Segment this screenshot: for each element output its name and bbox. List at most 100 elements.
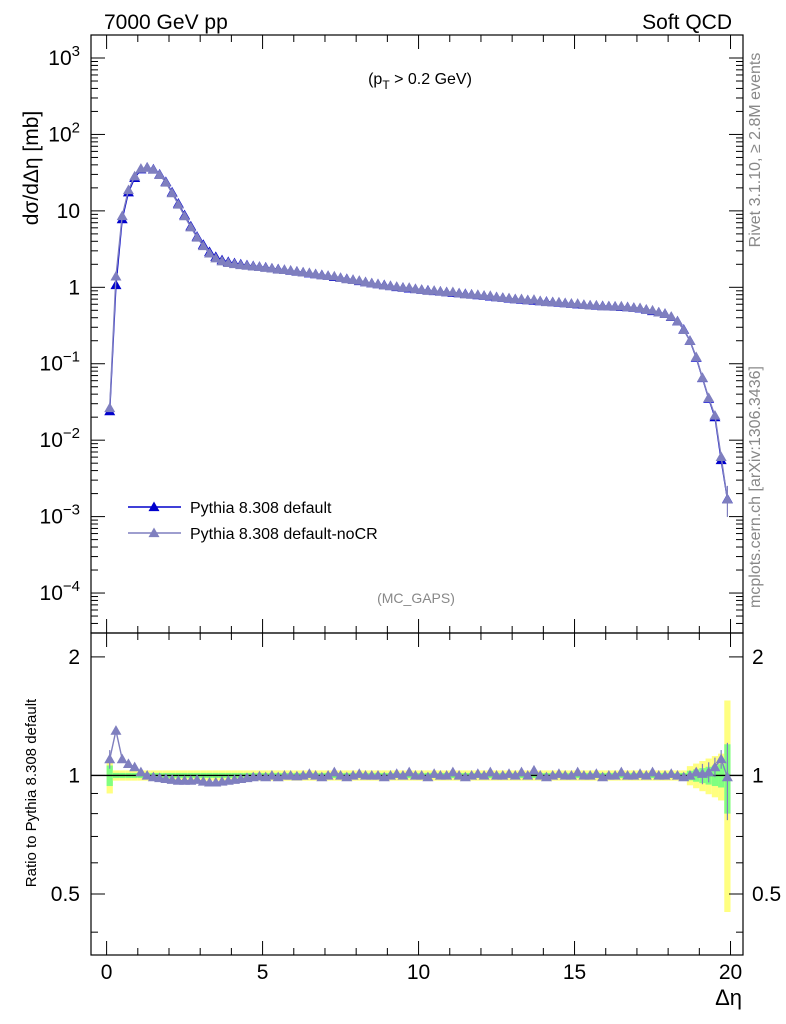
ratio-nocr-point xyxy=(104,753,116,764)
ratio-nocr-point xyxy=(715,753,727,764)
series-nocr-line xyxy=(109,166,729,500)
ratio-nocr-point xyxy=(428,768,440,778)
ratio-axis-ticks xyxy=(91,633,743,955)
ratio-nocr-point xyxy=(447,766,459,777)
ratio-nocr-point xyxy=(303,768,315,778)
ratio-nocr-point xyxy=(322,769,334,780)
ratio-nocr-point xyxy=(328,766,340,777)
series-nocr-point xyxy=(210,252,222,263)
ratio-nocr-point xyxy=(615,766,627,777)
ratio-y-tick-label-right: 1 xyxy=(752,764,764,787)
ratio-nocr-point xyxy=(572,766,584,777)
ratio-nocr-point xyxy=(397,769,409,780)
ratio-nocr-point xyxy=(116,753,128,764)
main-y-tick-label: 10−4 xyxy=(40,578,80,605)
series-nocr-point xyxy=(678,324,690,335)
series-nocr-point xyxy=(122,184,134,195)
legend: Pythia 8.308 default Pythia 8.308 default… xyxy=(128,500,378,543)
series-nocr-point xyxy=(160,176,172,187)
x-tick-label: 0 xyxy=(101,961,113,984)
series-nocr-point xyxy=(715,451,727,461)
rivet-version-label: Rivet 3.1.10, ≥ 2.8M events xyxy=(747,53,764,248)
ratio-nocr-point xyxy=(416,769,428,780)
series-nocr-point xyxy=(204,247,216,258)
series-nocr-point xyxy=(447,286,459,297)
ratio-nocr-point xyxy=(565,769,577,780)
ratio-nocr-point xyxy=(640,769,652,780)
series-nocr-point xyxy=(303,267,315,277)
main-y-tick-label: 10 xyxy=(57,200,80,223)
series-nocr-point xyxy=(191,231,203,242)
main-axis-ticks xyxy=(91,34,743,634)
ratio-y-tick-label-left: 1 xyxy=(68,764,80,787)
main-y-tick-label: 10−3 xyxy=(40,502,80,529)
ratio-nocr-point xyxy=(703,766,715,777)
ratio-nocr-point xyxy=(522,769,534,780)
legend-marker xyxy=(148,527,160,538)
main-y-tick-label: 102 xyxy=(48,119,80,146)
ratio-nocr-point xyxy=(509,769,521,780)
x-tick-label: 5 xyxy=(257,961,269,984)
legend-label: Pythia 8.308 default-noCR xyxy=(190,526,378,543)
ratio-nocr-point xyxy=(609,769,621,780)
x-axis-label: Δη xyxy=(715,985,742,1010)
series-nocr-point xyxy=(703,392,715,403)
main-y-tick-label: 10−2 xyxy=(40,425,80,452)
ratio-nocr-point xyxy=(441,769,453,780)
ratio-y-tick-label-right: 2 xyxy=(752,646,764,669)
series-nocr-point xyxy=(172,198,184,209)
x-tick-label: 10 xyxy=(407,961,430,984)
series-nocr-point xyxy=(659,308,671,318)
series-nocr-point xyxy=(147,164,159,174)
x-tick-label: 15 xyxy=(563,961,586,984)
main-series-layer xyxy=(104,161,733,517)
ratio-plot-frame xyxy=(90,632,744,956)
legend-marker xyxy=(148,501,160,512)
series-nocr-point xyxy=(709,410,721,420)
series-nocr-point xyxy=(104,402,116,413)
ratio-uncertainty-bands xyxy=(91,700,743,913)
ratio-nocr-point xyxy=(472,768,484,778)
ratio-y-tick-label-left: 0.5 xyxy=(51,883,80,906)
ratio-nocr-point xyxy=(110,725,122,735)
main-y-tick-label: 10−1 xyxy=(40,349,80,376)
ratio-nocr-point xyxy=(590,768,602,778)
ratio-nocr-point xyxy=(372,769,384,780)
series-nocr-point xyxy=(185,221,197,232)
series-nocr-point xyxy=(353,275,365,285)
ratio-nocr-point xyxy=(453,769,465,780)
legend-label: Pythia 8.308 default xyxy=(190,500,332,517)
ratio-nocr-point xyxy=(665,768,677,778)
main-y-axis-label: dσ/dΔη [mb] xyxy=(20,111,43,226)
series-nocr-point xyxy=(116,210,128,221)
series-nocr-point xyxy=(154,169,166,180)
ratio-nocr-point xyxy=(478,769,490,780)
ratio-y-axis-label: Ratio to Pythia 8.308 default xyxy=(23,698,40,887)
series-nocr-point xyxy=(110,270,122,281)
ratio-nocr-point xyxy=(422,771,434,782)
ratio-nocr-point xyxy=(528,764,540,775)
ratio-nocr-point xyxy=(310,769,322,780)
ratio-nocr-point xyxy=(129,761,141,772)
series-nocr-point xyxy=(310,268,322,279)
series-nocr-point xyxy=(647,304,659,315)
series-default-line xyxy=(109,166,729,500)
series-nocr-point xyxy=(372,278,384,289)
series-nocr-point xyxy=(129,170,141,181)
series-nocr-point xyxy=(671,315,683,326)
ratio-nocr-point xyxy=(647,766,659,777)
series-nocr-point xyxy=(572,298,584,308)
analysis-label: (MC_GAPS) xyxy=(377,590,455,606)
ratio-nocr-point xyxy=(135,766,147,777)
ratio-nocr-point xyxy=(353,768,365,778)
main-y-tick-label: 1 xyxy=(68,276,80,299)
series-nocr-point xyxy=(634,302,646,313)
ratio-nocr-point xyxy=(266,769,278,780)
ratio-nocr-point xyxy=(684,769,696,780)
ratio-nocr-point xyxy=(484,766,496,777)
series-nocr-point xyxy=(166,187,178,198)
series-nocr-point xyxy=(141,161,153,172)
ratio-nocr-point xyxy=(709,761,721,772)
ratio-nocr-point xyxy=(690,766,702,777)
